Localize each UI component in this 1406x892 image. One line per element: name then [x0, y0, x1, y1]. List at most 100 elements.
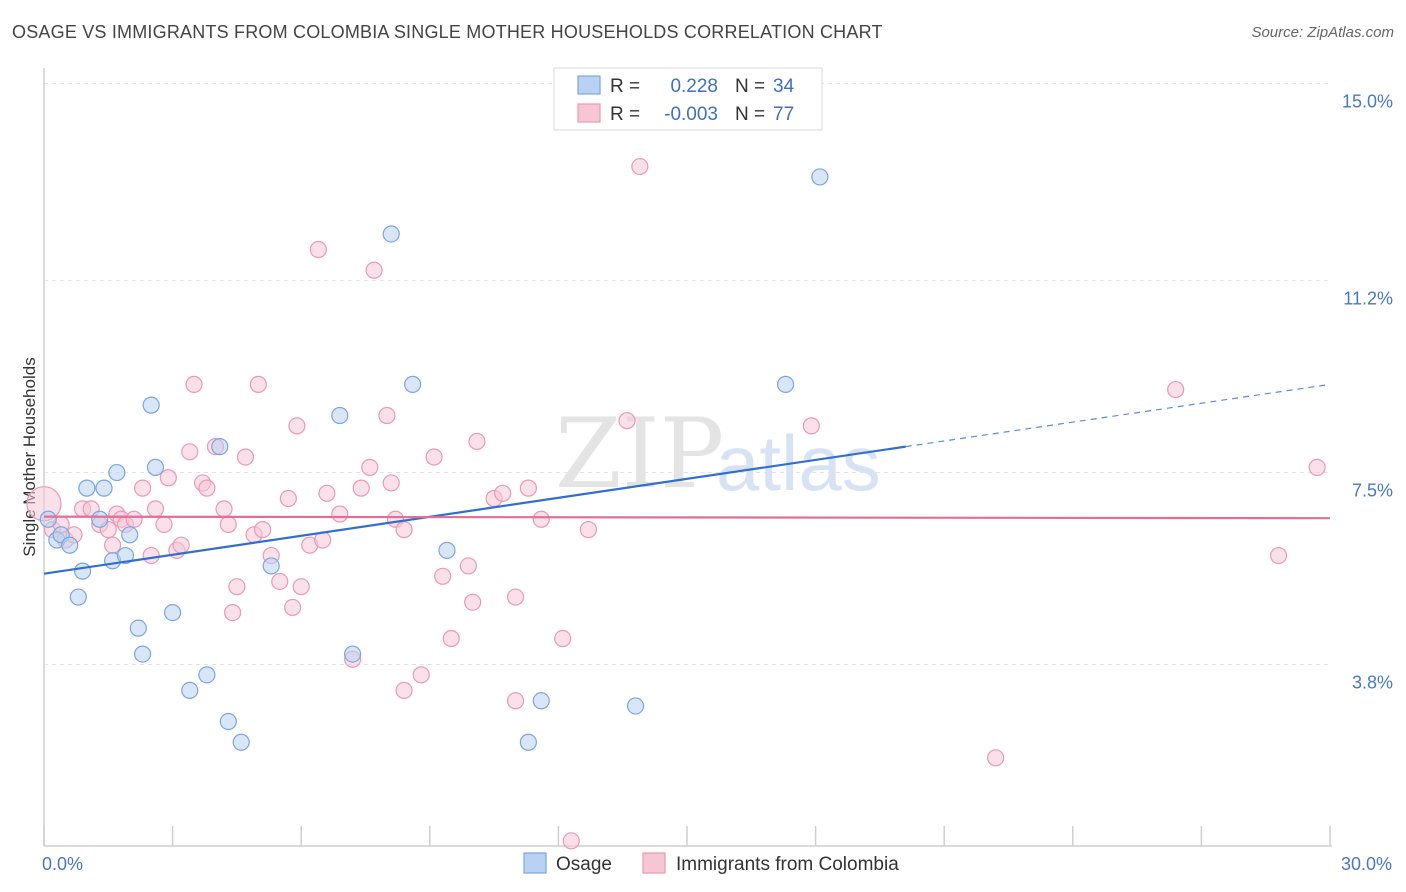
colombia-point-58	[459, 557, 477, 575]
colombia-point-59	[464, 593, 482, 611]
colombia-point-57	[442, 629, 460, 648]
legend-swatch-osage	[577, 75, 601, 95]
osage-point-23	[262, 557, 280, 575]
colombia-point-48	[365, 261, 383, 279]
colombia-point-47	[361, 458, 379, 476]
colombia-point-64	[506, 588, 525, 606]
colombia-point-46	[352, 479, 370, 497]
osage-point-26	[404, 375, 422, 393]
colombia-point-72	[987, 749, 1005, 767]
osage-point-7	[91, 510, 109, 528]
colombia-point-18	[159, 469, 177, 487]
colombia-point-20	[172, 536, 190, 554]
colombia-point-22	[185, 375, 203, 393]
colombia-point-44	[331, 505, 349, 523]
colombia-point-74	[1269, 546, 1288, 565]
osage-point-5	[69, 588, 87, 606]
watermark-zip: ZIP	[555, 398, 724, 510]
colombia-point-33	[254, 521, 272, 539]
osage-point-8	[95, 479, 113, 497]
osage-point-33	[811, 168, 829, 186]
colombia-point-66	[532, 510, 550, 528]
y-tick-label-3: 3.8%	[1352, 672, 1393, 692]
colombia-point-30	[236, 448, 255, 466]
legend-r-value-osage: 0.228	[670, 76, 718, 97]
osage-point-0	[39, 510, 57, 528]
trend-lines	[43, 383, 1331, 575]
legend-r-label-colombia: R =	[610, 104, 640, 125]
legend-n-value-osage: 34	[773, 76, 795, 97]
colombia-point-49	[378, 406, 396, 425]
osage-point-18	[181, 681, 199, 700]
colombia-point-43	[318, 484, 336, 502]
colombia-point-38	[288, 417, 306, 435]
osage-point-12	[121, 526, 139, 544]
osage-point-27	[344, 645, 362, 663]
colombia-point-73	[1167, 380, 1185, 399]
osage-point-11	[116, 546, 135, 565]
colombia-point-75	[1308, 458, 1326, 476]
osage-point-28	[438, 541, 456, 559]
colombia-point-32	[249, 375, 267, 393]
osage-point-25	[382, 225, 400, 243]
osage-point-6	[78, 479, 96, 497]
osage-point-14	[133, 645, 152, 663]
series-immigrants-points	[26, 157, 1326, 850]
colombia-point-69	[618, 412, 636, 430]
colombia-point-26	[215, 500, 233, 518]
colombia-point-16	[146, 500, 165, 518]
colombia-point-14	[133, 479, 152, 497]
osage-point-10	[108, 463, 126, 482]
colombia-point-39	[292, 578, 310, 596]
osage-point-21	[219, 712, 237, 731]
colombia-point-65	[519, 479, 537, 497]
colombia-point-76	[554, 629, 572, 648]
osage-point-19	[198, 666, 216, 684]
bottom-legend-label-colombia: Immigrants from Colombia	[676, 854, 899, 875]
colombia-point-27	[219, 515, 237, 534]
y-tick-label-2: 7.5%	[1352, 481, 1393, 501]
osage-point-13	[129, 619, 147, 637]
colombia-point-60	[468, 432, 486, 451]
x-tick-label-max: 30.0%	[1341, 854, 1392, 874]
osage-point-22	[232, 733, 250, 751]
colombia-point-52	[395, 681, 413, 700]
colombia-point-71	[802, 417, 820, 435]
osage-point-4	[73, 562, 92, 580]
colombia-point-55	[425, 448, 443, 466]
osage-point-24	[331, 406, 349, 425]
osage-point-30	[519, 733, 537, 751]
colombia-point-63	[506, 692, 525, 710]
colombia-point-13	[125, 510, 143, 528]
colombia-point-21	[181, 443, 199, 461]
colombia-point-37	[284, 598, 302, 617]
colombia-point-56	[434, 567, 452, 585]
osage-point-17	[164, 603, 182, 622]
legend-n-value-colombia: 77	[773, 104, 794, 125]
colombia-point-54	[412, 666, 430, 684]
top-legend: R = 0.228 N = 34 R = -0.003 N = 77	[553, 67, 823, 131]
y-axis-tick-labels: 15.0% 11.2% 7.5% 3.8%	[1342, 92, 1393, 693]
y-tick-label-0: 15.0%	[1342, 92, 1393, 112]
legend-n-label-osage: N =	[735, 76, 765, 97]
colombia-point-68	[562, 832, 580, 850]
colombia-point-36	[279, 489, 297, 508]
x-axis-ticks	[43, 826, 1331, 846]
colombia-point-29	[228, 578, 246, 596]
osage-point-3	[61, 536, 79, 554]
y-tick-label-1: 11.2%	[1343, 289, 1393, 309]
colombia-point-53	[395, 521, 413, 539]
osage-point-16	[146, 458, 165, 476]
colombia-point-70	[631, 157, 649, 176]
source-credit: Source: ZipAtlas.com	[1251, 24, 1394, 41]
osage-trend-extension	[905, 383, 1331, 448]
colombia-point-15	[142, 546, 160, 565]
watermark: ZIP atlas	[555, 398, 881, 510]
colombia-point-41	[309, 240, 327, 259]
osage-point-32	[776, 375, 795, 393]
colombia-point-50	[382, 474, 400, 492]
osage-point-31	[626, 697, 645, 715]
legend-r-value-colombia: -0.003	[664, 104, 718, 125]
colombia-point-67	[579, 521, 598, 539]
